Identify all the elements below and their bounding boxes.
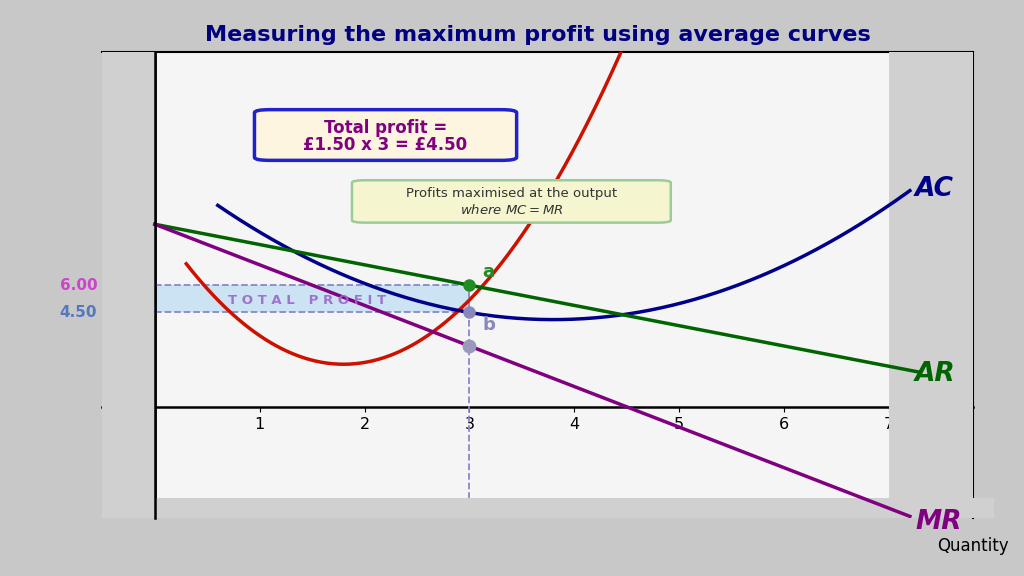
FancyBboxPatch shape xyxy=(352,180,671,223)
Bar xyxy=(102,52,155,518)
Bar xyxy=(102,498,993,518)
FancyBboxPatch shape xyxy=(254,109,517,160)
Text: AR: AR xyxy=(915,361,955,388)
X-axis label: Quantity: Quantity xyxy=(937,537,1009,555)
Y-axis label: Costs and revenue (£): Costs and revenue (£) xyxy=(103,200,119,370)
Text: b: b xyxy=(482,316,495,334)
Text: 4.50: 4.50 xyxy=(59,305,97,320)
Title: Measuring the maximum profit using average curves: Measuring the maximum profit using avera… xyxy=(205,25,870,45)
Text: where $MC = MR$: where $MC = MR$ xyxy=(460,203,563,217)
Text: £1.50 x 3 = £4.50: £1.50 x 3 = £4.50 xyxy=(303,136,468,154)
Text: AC: AC xyxy=(915,176,954,202)
Bar xyxy=(889,52,973,518)
Text: 6.00: 6.00 xyxy=(59,278,97,293)
Text: MR: MR xyxy=(915,509,962,536)
Text: T O T A L   P R O F I T: T O T A L P R O F I T xyxy=(227,294,386,307)
Bar xyxy=(155,285,469,312)
Text: Total profit =: Total profit = xyxy=(324,119,447,137)
Text: Profits maximised at the output: Profits maximised at the output xyxy=(406,187,616,200)
Text: a: a xyxy=(482,263,494,281)
